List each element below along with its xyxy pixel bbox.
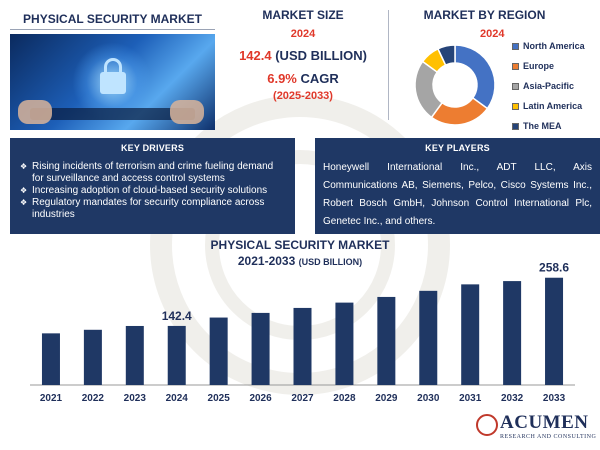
- hand-right-icon: [170, 100, 204, 124]
- acumen-logo-icon: [476, 414, 498, 436]
- pie-slice-the-mea: [436, 44, 456, 67]
- tick-label-2028: 2028: [333, 393, 356, 404]
- tick-label-2022: 2022: [82, 393, 105, 404]
- logo-sub: RESEARCH AND CONSULTING: [500, 434, 597, 440]
- key-players-box: KEY PLAYERS Honeywell International Inc.…: [315, 138, 600, 234]
- lock-icon: [100, 72, 126, 94]
- tick-label-2027: 2027: [291, 393, 314, 404]
- region-panel: MARKET BY REGION 2024: [392, 8, 597, 40]
- chart-title-years: 2021-2033: [237, 254, 299, 268]
- lock-shackle-icon: [104, 58, 122, 76]
- hero-image: [10, 34, 215, 130]
- legend-swatch: [512, 42, 519, 50]
- legend-swatch: [512, 122, 519, 130]
- bar-2028: [335, 302, 354, 385]
- cagr-label: CAGR: [296, 71, 339, 86]
- legend-swatch: [512, 62, 519, 70]
- region-year: 2024: [480, 28, 505, 40]
- key-driver-item: Increasing adoption of cloud-based secur…: [20, 185, 287, 197]
- key-drivers-list: Rising incidents of terrorism and crime …: [10, 153, 295, 221]
- bar-2033: [545, 277, 564, 385]
- bar-2031: [461, 284, 480, 385]
- data-label-2024: 142.4: [162, 309, 192, 323]
- key-driver-item: Rising incidents of terrorism and crime …: [20, 161, 287, 185]
- bar-2022: [83, 329, 102, 385]
- bar-2026: [251, 312, 270, 385]
- cagr-line: 6.9% CAGR: [228, 71, 378, 86]
- left-title: PHYSICAL SECURITY MARKET: [23, 11, 202, 26]
- tick-label-2025: 2025: [208, 393, 231, 404]
- key-driver-item: Regulatory mandates for security complia…: [20, 197, 287, 221]
- cagr-value: 6.9%: [267, 71, 297, 86]
- market-size-title: MARKET SIZE: [262, 8, 344, 22]
- tick-label-2024: 2024: [166, 393, 189, 404]
- tick-label-2021: 2021: [40, 393, 63, 404]
- bar-2023: [125, 325, 144, 385]
- chart-title-line2: 2021-2033 (USD BILLION): [170, 254, 430, 268]
- tick-label-2031: 2031: [459, 393, 482, 404]
- header-divider: [388, 10, 389, 120]
- legend-swatch: [512, 82, 519, 90]
- chart-title-line1: PHYSICAL SECURITY MARKET: [210, 238, 390, 252]
- tick-label-2032: 2032: [501, 393, 524, 404]
- bar-2027: [293, 307, 312, 385]
- legend-item: North America: [512, 36, 600, 56]
- key-drivers-box: KEY DRIVERS Rising incidents of terroris…: [10, 138, 295, 234]
- tick-label-2029: 2029: [375, 393, 398, 404]
- legend-label: The MEA: [523, 121, 562, 131]
- bar-2030: [419, 290, 438, 385]
- market-size-unit: (USD BILLION): [271, 48, 367, 63]
- market-size-value-line: 142.4 (USD BILLION): [228, 48, 378, 63]
- chart-title-unit: (USD BILLION): [298, 257, 363, 267]
- legend-item: Asia-Pacific: [512, 76, 600, 96]
- tablet-icon: [30, 108, 195, 120]
- chart-title: PHYSICAL SECURITY MARKET 2021-2033 (USD …: [170, 238, 430, 268]
- tick-label-2033: 2033: [543, 393, 566, 404]
- region-title: MARKET BY REGION: [423, 8, 546, 22]
- bar-2024: [167, 325, 186, 385]
- legend-swatch: [512, 102, 519, 110]
- market-size-panel: MARKET SIZE 2024 142.4 (USD BILLION) 6.9…: [228, 8, 378, 102]
- market-size-year: 2024: [290, 28, 316, 40]
- bar-2021: [41, 333, 60, 385]
- region-donut-chart: [414, 44, 496, 126]
- bar-2029: [377, 296, 396, 385]
- tick-label-2026: 2026: [249, 393, 272, 404]
- tick-label-2030: 2030: [417, 393, 440, 404]
- key-players-title: KEY PLAYERS: [425, 143, 490, 153]
- acumen-logo: ACUMEN RESEARCH AND CONSULTING: [472, 408, 597, 446]
- legend-label: North America: [523, 41, 585, 51]
- legend-item: Latin America: [512, 96, 600, 116]
- legend-item: The MEA: [512, 116, 600, 136]
- legend-label: Europe: [523, 61, 555, 71]
- bar-2025: [209, 317, 228, 385]
- region-legend: North America Europe Asia-Pacific Latin Ame…: [512, 36, 600, 136]
- hand-left-icon: [18, 100, 52, 124]
- legend-label: Latin America: [523, 101, 583, 111]
- key-drivers-title: KEY DRIVERS: [120, 143, 185, 153]
- data-label-2033: 258.6: [539, 261, 569, 275]
- tick-label-2023: 2023: [124, 393, 147, 404]
- market-bar-chart: 2021 2022 2023 2024 142.4 2025 2026 2027 2028 202…: [30, 261, 575, 404]
- bar-2032: [503, 281, 522, 385]
- market-size-value: 142.4: [239, 48, 272, 63]
- legend-item: Europe: [512, 56, 600, 76]
- key-players-text: Honeywell International Inc., ADT LLC, A…: [323, 162, 592, 227]
- legend-label: Asia-Pacific: [523, 81, 575, 91]
- left-title-bar: PHYSICAL SECURITY MARKET: [10, 8, 215, 30]
- logo-word: ACUMEN: [500, 412, 589, 433]
- cagr-period: (2025-2033): [273, 90, 333, 102]
